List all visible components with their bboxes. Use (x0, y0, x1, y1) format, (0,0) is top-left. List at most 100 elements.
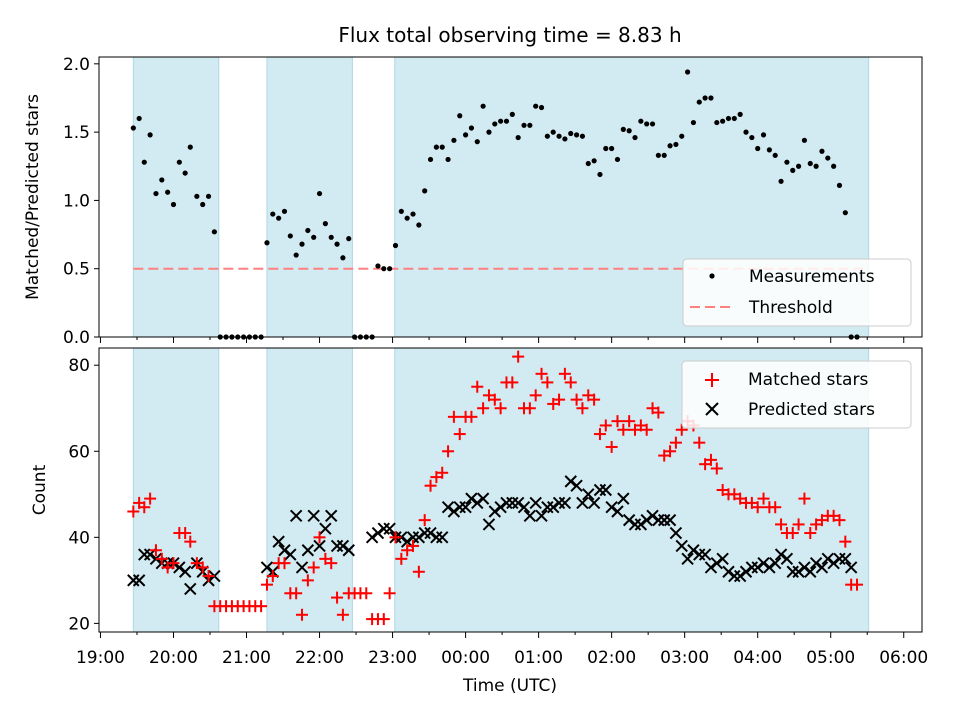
measurement-point (743, 129, 749, 135)
matched-star-marker (704, 453, 717, 466)
predicted-star-marker (295, 561, 309, 574)
observing-window-band (266, 347, 353, 633)
predicted-star-marker (406, 531, 420, 544)
predicted-star-marker (365, 531, 379, 544)
measurement-point (632, 134, 638, 141)
matched-star-marker (389, 531, 402, 544)
predicted-star-marker (728, 569, 741, 583)
matched-star-marker (290, 587, 303, 600)
measurement-point (725, 115, 732, 122)
measurement-point (755, 145, 761, 152)
predicted-star-marker (663, 513, 677, 527)
bottom-y-tick-label: 80 (68, 356, 90, 376)
measurement-point (176, 159, 182, 165)
matched-star-marker (588, 393, 601, 406)
matched-star-marker (664, 445, 677, 458)
matched-star-marker (395, 552, 408, 565)
measurement-point (778, 178, 784, 184)
matched-star-marker (149, 544, 162, 557)
bottom-plot-frame (98, 347, 923, 633)
matched-star-marker (301, 574, 314, 587)
matched-star-marker (138, 501, 151, 514)
matched-star-marker (757, 492, 770, 505)
bottom-y-tick-label: 40 (68, 528, 90, 548)
predicted-star-marker (722, 565, 735, 578)
measurement-point (170, 201, 177, 208)
predicted-star-marker (500, 496, 513, 510)
matched-star-marker (576, 402, 589, 415)
predicted-star-marker (687, 544, 700, 557)
legend-predicted-marker (705, 402, 719, 416)
predicted-star-marker (301, 544, 315, 557)
predicted-star-marker (418, 526, 431, 540)
matched-star-marker (751, 501, 764, 514)
measurement-point (276, 215, 282, 221)
measurement-point (784, 159, 790, 165)
measurement-point (813, 163, 819, 169)
measurement-point (334, 241, 340, 247)
predicted-star-marker (377, 522, 391, 535)
matched-star-marker (436, 466, 449, 479)
matched-star-marker (465, 410, 478, 423)
matched-star-marker (127, 505, 140, 518)
measurement-point (661, 152, 667, 158)
predicted-star-marker (587, 496, 601, 510)
predicted-star-marker (658, 513, 671, 527)
matched-star-marker (260, 578, 273, 591)
predicted-star-marker (336, 539, 350, 553)
top-y-tick-label: 1.0 (63, 191, 90, 211)
measurement-point (474, 139, 480, 145)
x-tick-label: 19:00 (76, 648, 125, 668)
top-y-tick-label: 1.5 (63, 123, 90, 143)
matched-stars-points (127, 350, 864, 626)
matched-star-marker (593, 428, 606, 441)
predicted-star-marker (284, 548, 297, 561)
measurement-point (445, 156, 451, 163)
matched-star-marker (412, 565, 425, 578)
matched-star-marker (407, 539, 420, 552)
matched-star-marker (424, 479, 437, 492)
matched-star-marker (447, 410, 460, 423)
predicted-star-marker (693, 548, 706, 561)
measurement-point (684, 69, 691, 75)
top-x-ticks (99, 337, 905, 343)
predicted-star-marker (319, 522, 332, 535)
predicted-star-marker (371, 526, 385, 540)
matched-star-marker (605, 440, 618, 453)
predicted-star-marker (430, 531, 443, 544)
predicted-star-marker (272, 535, 285, 548)
measurement-point (731, 115, 737, 122)
predicted-star-marker (599, 483, 613, 497)
measurement-point (556, 133, 562, 139)
measurement-point (737, 111, 743, 117)
measurement-point (562, 136, 568, 142)
predicted-star-marker (459, 501, 472, 514)
predicted-star-marker (342, 544, 355, 557)
measurement-point (457, 113, 463, 119)
matched-star-marker (769, 501, 782, 514)
predicted-star-marker (634, 518, 648, 531)
bottom-y-axis-label: Count (30, 464, 50, 515)
x-tick-label: 02:00 (587, 648, 636, 668)
measurement-point (644, 121, 650, 127)
measurement-point (760, 132, 767, 138)
matched-star-marker (494, 402, 507, 415)
measurement-point (649, 121, 656, 127)
measurement-point (585, 160, 591, 167)
measurement-point (387, 266, 393, 272)
x-axis-label: Time (UTC) (462, 676, 557, 696)
matched-star-marker (710, 462, 723, 475)
measurement-point (299, 241, 305, 247)
matched-star-marker (360, 587, 373, 600)
bottom-legend-box (681, 360, 912, 429)
predicted-star-marker (465, 492, 478, 505)
matched-star-marker (506, 376, 519, 389)
measurement-point (165, 189, 171, 195)
measurement-point (328, 234, 334, 240)
predicted-star-marker (424, 526, 437, 540)
measurement-point (609, 145, 615, 152)
matched-star-marker (325, 557, 338, 570)
matched-star-marker (471, 380, 484, 393)
measurement-point (702, 95, 708, 101)
measurement-point (544, 133, 550, 139)
